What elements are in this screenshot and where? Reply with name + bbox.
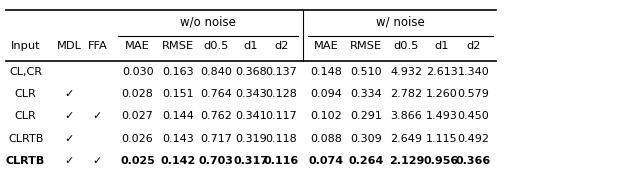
- Text: 0.956: 0.956: [424, 156, 460, 166]
- Text: d1: d1: [435, 41, 449, 51]
- Text: RMSE: RMSE: [162, 41, 194, 51]
- Text: 2.129: 2.129: [388, 156, 424, 166]
- Text: 0.343: 0.343: [235, 89, 267, 99]
- Text: 2.782: 2.782: [390, 89, 422, 99]
- Text: 0.450: 0.450: [458, 112, 490, 121]
- Text: 0.143: 0.143: [162, 134, 194, 143]
- Text: Input: Input: [11, 41, 40, 51]
- Text: 0.309: 0.309: [350, 134, 382, 143]
- Text: MDL: MDL: [57, 41, 81, 51]
- Text: 0.088: 0.088: [310, 134, 342, 143]
- Text: 0.764: 0.764: [200, 89, 232, 99]
- Text: 0.148: 0.148: [310, 67, 342, 77]
- Text: d0.5: d0.5: [394, 41, 419, 51]
- Text: 0.840: 0.840: [200, 67, 232, 77]
- Text: CLR: CLR: [15, 89, 36, 99]
- Text: 0.026: 0.026: [122, 134, 154, 143]
- Text: 4.932: 4.932: [390, 67, 422, 77]
- Text: d2: d2: [467, 41, 481, 51]
- Text: MAE: MAE: [314, 41, 339, 51]
- Text: 0.334: 0.334: [350, 89, 382, 99]
- Text: CLRTB: CLRTB: [6, 156, 45, 166]
- Text: 0.579: 0.579: [458, 89, 490, 99]
- Text: FFA: FFA: [88, 41, 107, 51]
- Text: 0.074: 0.074: [309, 156, 344, 166]
- Text: ✓: ✓: [65, 89, 74, 99]
- Text: 1.115: 1.115: [426, 134, 458, 143]
- Text: 0.492: 0.492: [458, 134, 490, 143]
- Text: 0.264: 0.264: [348, 156, 384, 166]
- Text: 1.493: 1.493: [426, 112, 458, 121]
- Text: 0.762: 0.762: [200, 112, 232, 121]
- Text: 2.613: 2.613: [426, 67, 458, 77]
- Text: 0.094: 0.094: [310, 89, 342, 99]
- Text: 0.319: 0.319: [235, 134, 267, 143]
- Text: 2.649: 2.649: [390, 134, 422, 143]
- Text: 0.116: 0.116: [264, 156, 300, 166]
- Text: d1: d1: [244, 41, 258, 51]
- Text: 0.291: 0.291: [350, 112, 382, 121]
- Text: CLR: CLR: [15, 112, 36, 121]
- Text: w/o noise: w/o noise: [180, 16, 236, 29]
- Text: 0.510: 0.510: [350, 67, 382, 77]
- Text: 0.025: 0.025: [120, 156, 155, 166]
- Text: ✓: ✓: [65, 156, 74, 166]
- Text: 1.260: 1.260: [426, 89, 458, 99]
- Text: ✓: ✓: [93, 112, 102, 121]
- Text: 0.163: 0.163: [162, 67, 194, 77]
- Text: 0.368: 0.368: [235, 67, 267, 77]
- Text: 0.341: 0.341: [235, 112, 267, 121]
- Text: 0.144: 0.144: [162, 112, 194, 121]
- Text: w/ noise: w/ noise: [376, 16, 425, 29]
- Text: 0.027: 0.027: [122, 112, 154, 121]
- Text: 3.866: 3.866: [390, 112, 422, 121]
- Text: 0.137: 0.137: [266, 67, 298, 77]
- Text: 0.317: 0.317: [234, 156, 268, 166]
- Text: 0.703: 0.703: [199, 156, 234, 166]
- Text: 0.028: 0.028: [122, 89, 154, 99]
- Text: CL,CR: CL,CR: [9, 67, 42, 77]
- Text: ✓: ✓: [65, 134, 74, 143]
- Text: 0.030: 0.030: [122, 67, 154, 77]
- Text: 0.366: 0.366: [456, 156, 492, 166]
- Text: ✓: ✓: [93, 156, 102, 166]
- Text: d2: d2: [275, 41, 289, 51]
- Text: d0.5: d0.5: [204, 41, 229, 51]
- Text: 0.717: 0.717: [200, 134, 232, 143]
- Text: CLRTB: CLRTB: [8, 134, 44, 143]
- Text: 0.102: 0.102: [310, 112, 342, 121]
- Text: RMSE: RMSE: [350, 41, 382, 51]
- Text: 0.117: 0.117: [266, 112, 298, 121]
- Text: 0.151: 0.151: [162, 89, 194, 99]
- Text: 0.142: 0.142: [160, 156, 196, 166]
- Text: 0.118: 0.118: [266, 134, 298, 143]
- Text: ✓: ✓: [65, 112, 74, 121]
- Text: 1.340: 1.340: [458, 67, 490, 77]
- Text: 0.128: 0.128: [266, 89, 298, 99]
- Text: MAE: MAE: [125, 41, 150, 51]
